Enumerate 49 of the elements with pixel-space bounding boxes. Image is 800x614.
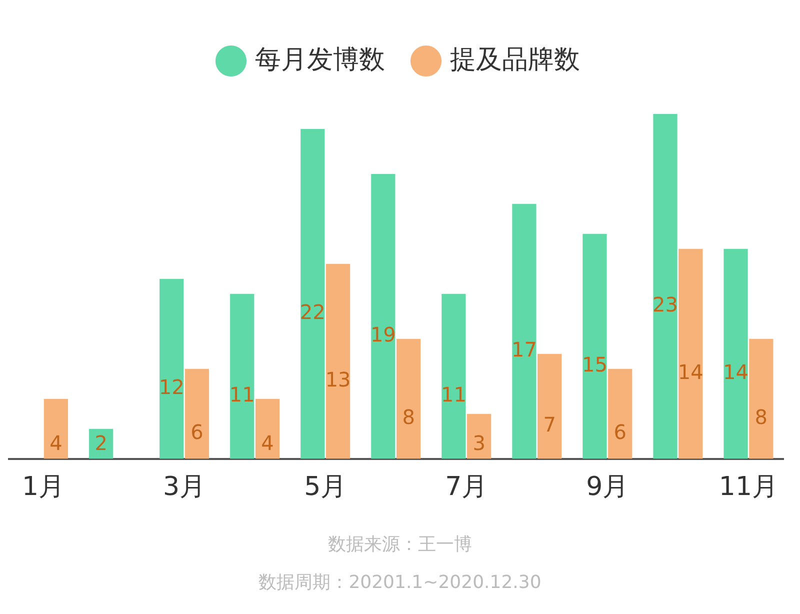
data-label: 15 (582, 352, 608, 377)
bar (512, 204, 536, 459)
source-note: 数据来源：王一博 (327, 533, 473, 556)
data-label: 7 (543, 412, 556, 437)
x-tick-label: 11月 (718, 472, 778, 502)
x-tick-label: 5月 (304, 472, 347, 502)
bar (608, 368, 632, 459)
bar (396, 338, 421, 459)
bar (678, 248, 703, 459)
legend-label: 每月发博数 (255, 44, 385, 75)
bar (44, 398, 68, 459)
data-label: 22 (300, 300, 326, 324)
bar (326, 264, 350, 459)
x-tick-label: 9月 (586, 472, 629, 502)
bar (160, 278, 184, 459)
text: 数据周期：20201.1~2020.12.30 (258, 571, 542, 594)
x-tick-label: 3月 (163, 472, 206, 502)
data-label: 14 (678, 360, 704, 384)
data-label: 23 (652, 292, 678, 317)
bar (724, 248, 748, 459)
x-tick-label: 1月 (22, 472, 65, 502)
data-label: 6 (190, 420, 204, 444)
bar (467, 414, 492, 459)
bar (538, 354, 562, 459)
data-label: 11 (440, 382, 466, 407)
data-label: 8 (754, 405, 768, 430)
data-label: 6 (614, 420, 626, 444)
bar (230, 294, 254, 459)
legend-label: 提及品牌数 (450, 44, 580, 75)
data-label: 4 (50, 431, 62, 456)
data-label: 13 (325, 368, 351, 392)
data-label: 14 (723, 360, 748, 384)
data-label: 11 (229, 382, 255, 407)
data-label: 4 (261, 431, 274, 456)
data-label: 17 (511, 338, 537, 362)
x-tick-label: 7月 (445, 472, 488, 502)
bar (442, 294, 466, 459)
bar (255, 398, 280, 459)
data-label: 2 (94, 431, 108, 456)
data-label: 12 (158, 375, 184, 400)
bar (749, 338, 774, 459)
data-label: 19 (370, 322, 396, 347)
bar (653, 114, 678, 459)
bar (300, 128, 325, 459)
bar (184, 368, 210, 459)
data-label: 3 (472, 431, 486, 456)
bar (371, 174, 396, 459)
bar (582, 234, 607, 459)
data-label: 8 (402, 405, 415, 430)
